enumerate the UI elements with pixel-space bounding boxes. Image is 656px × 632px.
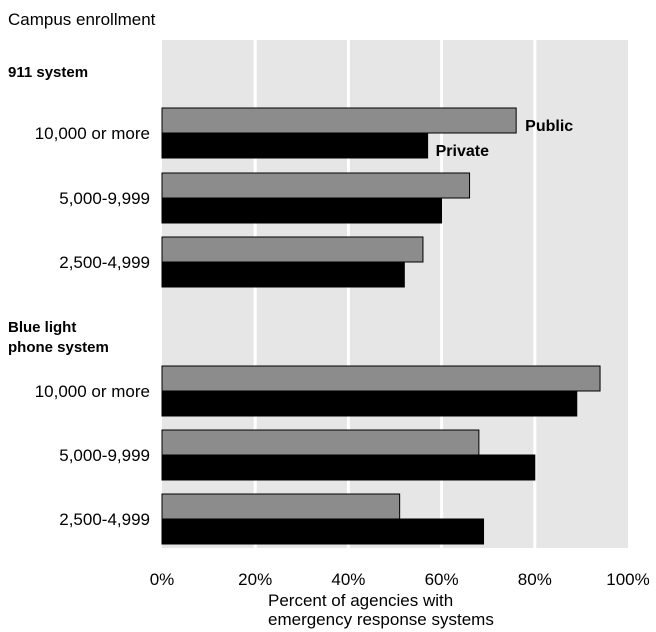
bar-private [161,454,536,481]
bar-private [161,261,405,288]
bar-public [161,429,480,456]
category-labels: 10,000 or more 5,000-9,999 2,500-4,999 10,0… [35,124,150,529]
x-tick-label: 60% [425,570,459,589]
bar-public [161,493,401,520]
group-headings: 911 system Blue light phone system [8,64,109,356]
bars [161,107,601,545]
category-label: 5,000-9,999 [59,446,150,465]
chart-title: Campus enrollment [8,10,156,29]
bar-private [161,132,429,159]
category-label: 10,000 or more [35,124,150,143]
x-tick-labels: 0% 20% 40% 60% 80% 100% [150,570,650,589]
legend: Public Private [436,118,574,160]
category-label: 2,500-4,999 [59,510,150,529]
bar-private [161,390,578,417]
x-tick-label: 80% [518,570,552,589]
x-tick-label: 20% [238,570,272,589]
category-label: 5,000-9,999 [59,189,150,208]
x-tick-label: 40% [331,570,365,589]
bar-private [161,197,443,224]
category-label: 10,000 or more [35,382,150,401]
group-heading: 911 system [8,64,88,81]
x-axis-label-line: Percent of agencies with [268,591,453,610]
group-heading: phone system [8,339,109,356]
bar-public [161,365,601,392]
x-tick-label: 0% [150,570,175,589]
bar-public [161,107,517,134]
legend-label-private: Private [436,143,489,160]
bar-private [161,518,485,545]
group-heading: Blue light [8,319,76,336]
category-label: 2,500-4,999 [59,253,150,272]
bar-public [161,172,471,199]
x-axis-label-line: emergency response systems [268,610,494,629]
bar-public [161,236,424,263]
x-tick-label: 100% [606,570,649,589]
legend-label-public: Public [525,118,573,135]
